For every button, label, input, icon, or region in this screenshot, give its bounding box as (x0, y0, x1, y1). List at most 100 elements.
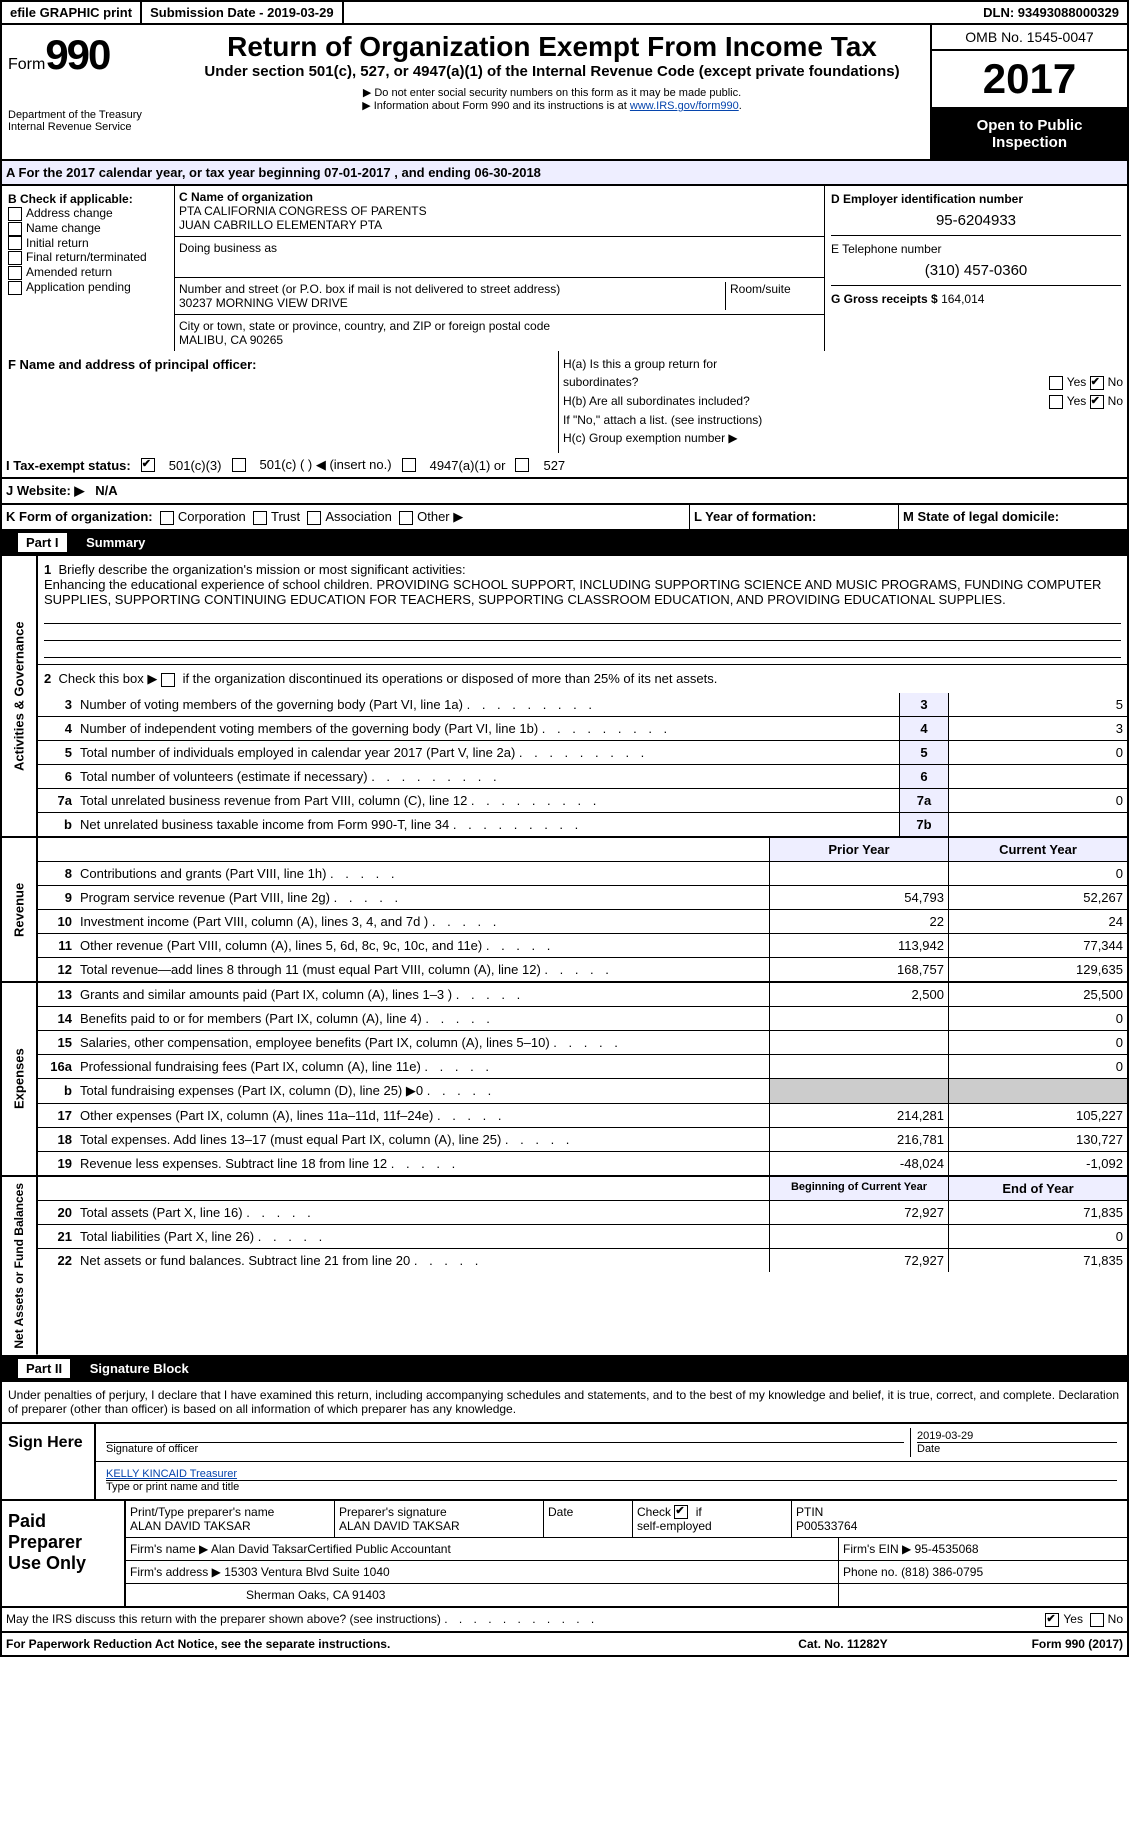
form-subtitle: Under section 501(c), 527, or 4947(a)(1)… (180, 63, 924, 80)
lbl-527: 527 (543, 458, 565, 473)
l2-label: Check this box ▶ if the organization dis… (58, 671, 717, 686)
sig-text: Under penalties of perjury, I declare th… (0, 1382, 1129, 1424)
ein-label: D Employer identification number (831, 192, 1121, 206)
addr-label: Number and street (or P.O. box if mail i… (179, 282, 725, 296)
hc-label: H(c) Group exemption number ▶ (563, 431, 738, 445)
date-label: Date (917, 1442, 1117, 1455)
city-value: MALIBU, CA 90265 (179, 333, 820, 347)
cb-527[interactable] (515, 458, 529, 472)
lbl-initial: Initial return (26, 236, 89, 250)
cb-discuss-yes[interactable] (1045, 1613, 1059, 1627)
firm-city: Sherman Oaks, CA 91403 (126, 1584, 839, 1606)
l-label: L Year of formation: (694, 509, 816, 524)
prep-name: ALAN DAVID TAKSAR (130, 1519, 251, 1533)
mission-text: Enhancing the educational experience of … (44, 577, 1101, 607)
cb-amended[interactable] (8, 266, 22, 280)
lbl-no: No (1108, 375, 1123, 389)
org-name-label: C Name of organization (179, 190, 820, 204)
form-label: Form (8, 56, 45, 73)
cb-final[interactable] (8, 251, 22, 265)
cb-pending[interactable] (8, 281, 22, 295)
cb-name-change[interactable] (8, 222, 22, 236)
discuss-q: May the IRS discuss this return with the… (6, 1612, 441, 1626)
side-netassets: Net Assets or Fund Balances (2, 1177, 38, 1355)
cat-no: Cat. No. 11282Y (743, 1637, 943, 1651)
hdr-bcy: Beginning of Current Year (769, 1177, 948, 1200)
ptin-lbl: PTIN (796, 1505, 823, 1519)
l1-label: Briefly describe the organization's miss… (58, 562, 465, 577)
part1-title: Summary (78, 533, 153, 552)
cb-address-change[interactable] (8, 207, 22, 221)
lbl-yes2: Yes (1067, 394, 1087, 408)
cb-hb-yes[interactable] (1049, 395, 1063, 409)
cb-trust[interactable] (253, 511, 267, 525)
section-a: A For the 2017 calendar year, or tax yea… (0, 161, 1129, 186)
cb-self-employed[interactable] (674, 1505, 688, 1519)
dln: DLN: 93493088000329 (975, 2, 1127, 23)
lbl-yes: Yes (1067, 375, 1087, 389)
form-title: Return of Organization Exempt From Incom… (180, 31, 924, 63)
cb-4947[interactable] (402, 458, 416, 472)
firm-addr-lbl: Firm's address ▶ (130, 1565, 221, 1579)
dept-label: Department of the Treasury (8, 109, 168, 121)
discuss-yes: Yes (1063, 1612, 1083, 1626)
cb-ha-no[interactable] (1090, 376, 1104, 390)
cb-hb-no[interactable] (1090, 395, 1104, 409)
lbl-pending: Application pending (26, 280, 131, 294)
lbl-amended: Amended return (26, 265, 112, 279)
name-label: Type or print name and title (106, 1480, 1117, 1493)
paperwork-notice: For Paperwork Reduction Act Notice, see … (6, 1637, 743, 1651)
efile-btn[interactable]: efile GRAPHIC print (2, 2, 142, 23)
lbl-trust: Trust (271, 509, 300, 524)
hb-note: If "No," attach a list. (see instruction… (563, 413, 762, 427)
form-footer: Form 990 (2017) (1032, 1637, 1123, 1651)
paid-label: Paid Preparer Use Only (2, 1501, 126, 1607)
lbl-corp: Corporation (178, 509, 246, 524)
j-label: J Website: ▶ (6, 483, 84, 498)
col-b-label: B Check if applicable: (8, 192, 168, 206)
self-emp-lbl: Check ifself-employed (637, 1505, 712, 1534)
note-2: ▶ Information about Form 990 and its ins… (362, 100, 630, 112)
lbl-other: Other ▶ (417, 509, 463, 524)
officer-name[interactable]: KELLY KINCAID Treasurer (106, 1468, 237, 1480)
cb-assoc[interactable] (307, 511, 321, 525)
cb-initial[interactable] (8, 236, 22, 250)
irs-label: Internal Revenue Service (8, 121, 168, 133)
side-revenue: Revenue (2, 838, 38, 981)
hdr-py: Prior Year (769, 838, 948, 861)
discuss-no: No (1108, 1612, 1123, 1626)
hb-label: H(b) Are all subordinates included? (563, 394, 750, 408)
hdr-cy: Current Year (948, 838, 1127, 861)
sign-here: Sign Here (2, 1424, 96, 1499)
cb-corp[interactable] (160, 511, 174, 525)
addr-value: 30237 MORNING VIEW DRIVE (179, 296, 725, 310)
firm-name-lbl: Firm's name ▶ (130, 1542, 208, 1556)
cb-other[interactable] (399, 511, 413, 525)
cb-501c[interactable] (232, 458, 246, 472)
lbl-501c3: 501(c)(3) (169, 458, 222, 473)
part1-hdr: Part I (18, 533, 67, 552)
k-label: K Form of organization: (6, 509, 153, 524)
sig-date: 2019-03-29 (917, 1430, 1117, 1442)
ein-value: 95-6204933 (831, 212, 1121, 229)
cb-discontinued[interactable] (161, 673, 175, 687)
side-expenses: Expenses (2, 983, 38, 1175)
cb-discuss-no[interactable] (1090, 1613, 1104, 1627)
f-label: F Name and address of principal officer: (8, 357, 257, 372)
j-value: N/A (95, 483, 117, 498)
gross-label: G Gross receipts $ (831, 292, 938, 306)
lbl-name-change: Name change (26, 221, 101, 235)
city-label: City or town, state or province, country… (179, 319, 820, 333)
gross-value: 164,014 (941, 292, 984, 306)
submission-date: Submission Date - 2019-03-29 (142, 2, 344, 23)
cb-ha-yes[interactable] (1049, 376, 1063, 390)
form-number: 990 (45, 31, 109, 78)
lbl-4947: 4947(a)(1) or (430, 458, 506, 473)
lbl-no2: No (1108, 394, 1123, 408)
dba-label: Doing business as (175, 237, 824, 278)
org-name-2: JUAN CABRILLO ELEMENTARY PTA (179, 218, 820, 232)
m-label: M State of legal domicile: (903, 509, 1059, 524)
sig-label: Signature of officer (106, 1442, 904, 1455)
cb-501c3[interactable] (141, 458, 155, 472)
form990-link[interactable]: www.IRS.gov/form990 (630, 100, 739, 112)
